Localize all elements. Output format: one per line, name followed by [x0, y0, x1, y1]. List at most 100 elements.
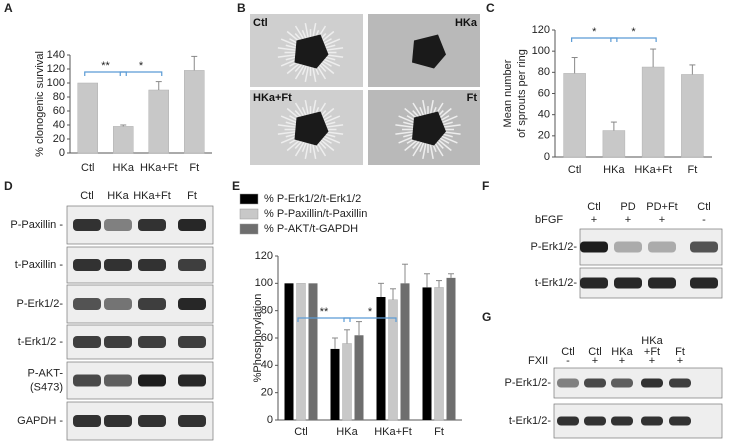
significance-bracket — [571, 37, 618, 42]
blot-band — [669, 416, 691, 426]
treatment-sign: + — [619, 355, 625, 367]
row-label: P-Erk1/2- — [505, 377, 552, 389]
sprout — [277, 53, 297, 58]
y-tick-label: 120 — [47, 63, 65, 75]
blot-band — [641, 378, 663, 388]
blot-band — [104, 374, 132, 387]
sprout — [301, 65, 307, 76]
sprout — [319, 138, 335, 152]
blot-strip — [553, 403, 723, 439]
column-label: +Ft — [644, 346, 660, 358]
bar — [400, 283, 410, 420]
blot-band — [138, 336, 166, 348]
column-label: Ft — [187, 190, 197, 202]
tissue-ring — [294, 111, 329, 146]
y-tick-label: 120 — [255, 250, 273, 262]
bar — [330, 348, 340, 420]
sprout — [322, 38, 341, 47]
sprout — [304, 23, 310, 39]
bar — [296, 283, 306, 421]
blot-band — [648, 277, 676, 289]
error-bar — [390, 288, 396, 300]
column-label: Ctl — [561, 346, 574, 358]
x-tick-label: HKa+Ft — [634, 164, 672, 176]
treatment-label: bFGF — [535, 214, 563, 226]
bar — [148, 89, 169, 154]
blot-band — [138, 415, 166, 427]
column-label: Ctl — [588, 346, 601, 358]
blot-band — [641, 416, 663, 426]
y-tick-label: 80 — [538, 66, 550, 78]
y-axis-label: % clonogenic survival — [34, 51, 46, 157]
y-axis-label: of sprouts per ring — [516, 49, 528, 138]
blot-band — [611, 416, 633, 426]
sprout — [311, 143, 317, 159]
y-tick-label: 140 — [47, 49, 65, 61]
blot-band — [73, 415, 101, 427]
blot-band — [73, 374, 101, 387]
sprout — [324, 47, 344, 52]
sprout — [280, 115, 299, 124]
blot-band — [557, 378, 579, 388]
sprout — [412, 141, 423, 157]
y-tick-label: 40 — [261, 359, 273, 371]
sprout — [294, 141, 305, 157]
row-label: P-Erk1/2- — [531, 241, 578, 253]
error-bar — [610, 121, 617, 131]
blot-band — [178, 336, 206, 348]
blot-band — [138, 298, 166, 310]
y-tick-label: 20 — [538, 130, 550, 142]
error-bar — [436, 280, 442, 288]
sprout — [441, 124, 461, 129]
sprout — [398, 115, 416, 124]
y-tick-label: 60 — [261, 332, 273, 344]
sprout — [285, 44, 298, 49]
column-label: HKa+Ft — [133, 190, 171, 202]
y-tick-label: 20 — [53, 133, 65, 145]
sprout — [322, 115, 341, 124]
sprout — [316, 141, 327, 157]
x-tick-label: Ctl — [81, 162, 94, 174]
x-tick-label: Ft — [434, 426, 444, 438]
tissue-ring — [294, 34, 329, 69]
column-label: Ctl — [80, 190, 93, 202]
bar — [422, 287, 432, 420]
blot-band — [690, 277, 718, 289]
error-bar — [356, 321, 362, 336]
column-label: HKa — [641, 335, 663, 347]
sprout — [304, 143, 310, 159]
bar — [354, 335, 364, 420]
y-tick-label: 60 — [538, 87, 550, 99]
sprout — [294, 102, 305, 118]
sprout — [322, 58, 341, 67]
treatment-sign: + — [659, 214, 665, 226]
blot-band — [584, 378, 606, 388]
blot-band — [580, 241, 608, 253]
sprout — [294, 25, 305, 41]
bar — [446, 277, 456, 420]
sprout — [412, 102, 423, 118]
bar — [681, 74, 704, 158]
tissue-ring — [412, 34, 446, 69]
treatment-sign: + — [649, 355, 655, 367]
sprout — [311, 100, 317, 116]
column-label: Ctl — [697, 201, 710, 213]
row-label: P-AKT- — [28, 367, 64, 379]
y-tick-label: 120 — [532, 24, 550, 36]
sprout — [440, 115, 458, 124]
panel-letter: F — [482, 179, 489, 193]
blot-band — [104, 219, 132, 231]
significance-label: ** — [101, 60, 110, 72]
significance-bracket — [119, 71, 163, 76]
blot-band — [73, 298, 101, 310]
y-tick-label: 100 — [532, 45, 550, 57]
sprout — [422, 143, 427, 159]
error-bar — [571, 57, 578, 74]
sprout — [429, 100, 434, 116]
panel-letter: E — [232, 179, 240, 193]
blot-band — [614, 241, 642, 253]
panel-letter: A — [4, 1, 13, 15]
sprout — [321, 137, 332, 144]
sprout — [429, 143, 434, 159]
